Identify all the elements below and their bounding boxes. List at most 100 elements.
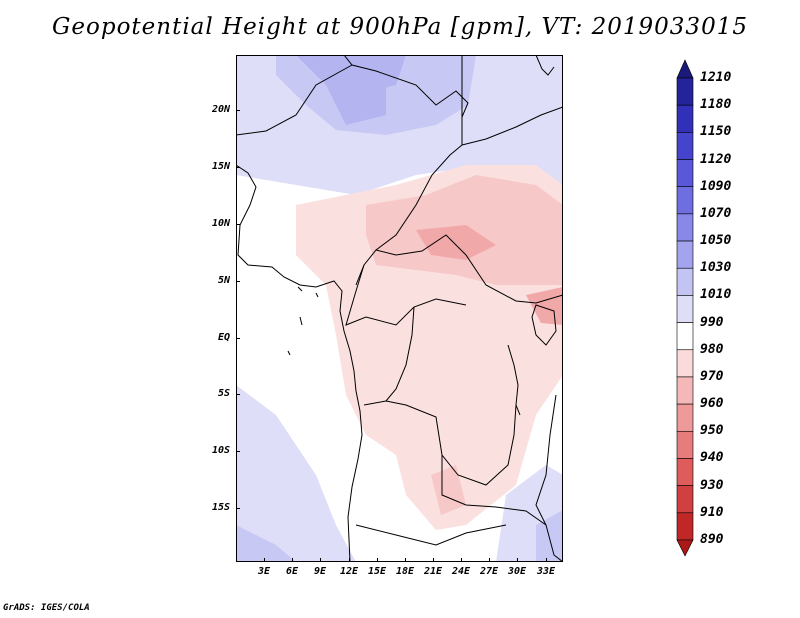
latitude-tick <box>236 451 240 452</box>
longitude-label: 24E <box>451 566 471 577</box>
latitude-tick <box>236 508 240 509</box>
latitude-label: 15S <box>211 502 230 513</box>
longitude-label: 12E <box>339 566 359 577</box>
longitude-tick <box>517 558 518 562</box>
colorbar-level-label: 1120 <box>700 151 732 167</box>
latitude-label: 15N <box>211 161 230 172</box>
longitude-tick <box>405 558 406 562</box>
drc-south-border <box>385 400 517 486</box>
height-field-shading <box>236 55 563 562</box>
latitude-tick <box>236 224 240 225</box>
latitude-label: 10S <box>211 445 230 456</box>
colorbar-cell <box>676 267 694 296</box>
colorbar-cell <box>676 295 694 323</box>
colorbar-level-label: 990 <box>700 314 724 330</box>
coastlines-and-borders <box>236 55 563 562</box>
colorbar-cell <box>676 186 694 215</box>
colorbar-cell <box>676 104 694 133</box>
colorbar-cell <box>676 240 694 269</box>
colorbar-level-label: 1180 <box>700 97 732 113</box>
lake-tanganyika <box>507 344 521 416</box>
colorbar-cell <box>676 59 694 79</box>
colorbar-cell <box>676 458 694 486</box>
longitude-label: 3E <box>257 566 271 577</box>
colorbar-cell <box>676 512 694 541</box>
latitude-tick <box>236 167 240 168</box>
colorbar-level-label: 1150 <box>700 124 732 140</box>
colorbar-level-label: 940 <box>700 450 724 466</box>
longitude-label: 9E <box>313 566 327 577</box>
cameroon-border <box>345 264 467 326</box>
colorbar-level-label: 1010 <box>700 287 732 303</box>
colorbar-level-label: 1210 <box>700 70 732 85</box>
longitude-tick <box>264 558 265 562</box>
colorbar-cells <box>676 59 694 557</box>
chad-border <box>355 55 463 286</box>
credit-text: GrADS: IGES/COLA <box>3 603 90 613</box>
latitude-label: EQ <box>217 332 230 343</box>
gulf-of-aden-coast <box>535 55 555 76</box>
longitude-tick <box>292 558 293 562</box>
colorbar-cell <box>676 213 694 242</box>
latitude-label: 10N <box>211 218 230 229</box>
longitude-tick <box>349 558 350 562</box>
map-title: Geopotential Height at 900hPa [gpm], VT:… <box>52 14 748 40</box>
colorbar <box>676 59 694 557</box>
longitude-tick <box>489 558 490 562</box>
colorbar-level-label: 980 <box>700 341 724 357</box>
longitude-tick <box>433 558 434 562</box>
colorbar-cell <box>676 349 694 378</box>
colorbar-level-label: 950 <box>700 423 724 439</box>
latitude-tick <box>236 281 240 282</box>
mozambique-coast <box>535 394 563 562</box>
west-africa-coastline <box>236 164 363 562</box>
height-contour-region <box>236 525 296 562</box>
southern-border <box>355 524 507 546</box>
height-contour-region <box>526 287 563 325</box>
colorbar-cell <box>676 132 694 160</box>
latitude-label: 20N <box>211 104 230 115</box>
colorbar-level-label: 890 <box>700 532 724 547</box>
longitude-tick <box>546 558 547 562</box>
colorbar-level-label: 1050 <box>700 233 732 249</box>
height-contour-region <box>431 465 466 515</box>
colorbar-cell <box>676 376 694 405</box>
gulf-islands <box>287 286 319 356</box>
colorbar-cell <box>676 430 694 459</box>
colorbar-level-label: 930 <box>700 477 724 493</box>
longitude-label: 15E <box>367 566 387 577</box>
latitude-label: 5S <box>217 388 230 399</box>
colorbar-cell <box>676 322 694 351</box>
height-contour-region <box>416 225 496 260</box>
sahara-border-b <box>236 64 353 136</box>
angola-zambia-border <box>441 455 547 526</box>
longitude-label: 30E <box>507 566 527 577</box>
height-field-svg <box>236 55 563 562</box>
latitude-tick <box>236 110 240 111</box>
longitude-tick <box>377 558 378 562</box>
colorbar-cell <box>676 485 694 514</box>
height-contour-region <box>326 75 386 125</box>
colorbar-level-label: 910 <box>700 504 724 520</box>
longitude-label: 21E <box>423 566 443 577</box>
car-border <box>375 234 563 304</box>
longitude-label: 27E <box>479 566 499 577</box>
latitude-tick <box>236 338 240 339</box>
sahara-border-a <box>343 55 469 118</box>
height-contour-region <box>236 385 356 562</box>
latitude-label: 5N <box>217 275 230 286</box>
longitude-tick <box>461 558 462 562</box>
longitude-label: 6E <box>285 566 299 577</box>
longitude-tick <box>320 558 321 562</box>
colorbar-cell <box>676 159 694 188</box>
longitude-label: 18E <box>395 566 415 577</box>
colorbar-cell <box>676 77 694 106</box>
geopotential-height-map <box>236 55 563 562</box>
latitude-tick <box>236 394 240 395</box>
sudan-border <box>461 106 563 146</box>
colorbar-level-label: 1030 <box>700 260 732 276</box>
colorbar-level-label: 970 <box>700 368 724 384</box>
colorbar-level-label: 1070 <box>700 205 732 221</box>
colorbar-cell <box>676 403 694 432</box>
colorbar-cell <box>676 539 694 557</box>
